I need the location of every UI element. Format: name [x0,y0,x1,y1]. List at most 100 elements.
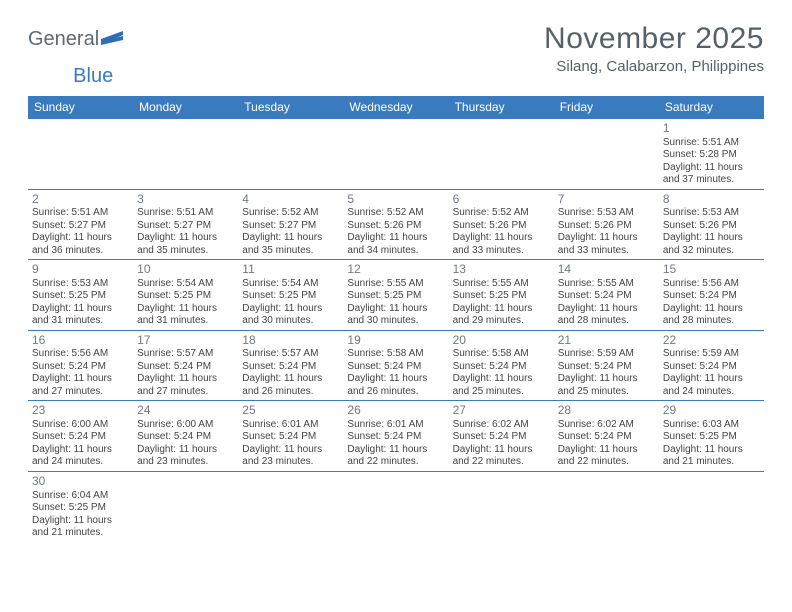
sunrise-text: Sunrise: 5:58 AM [453,348,550,361]
empty-cell [343,119,448,189]
month-title: November 2025 [544,22,764,56]
logo: General [28,22,123,51]
logo-word1: General [28,28,99,51]
week-row: 2Sunrise: 5:51 AMSunset: 5:27 PMDaylight… [28,190,764,261]
day-cell: 20Sunrise: 5:58 AMSunset: 5:24 PMDayligh… [449,331,554,401]
day-cell: 5Sunrise: 5:52 AMSunset: 5:26 PMDaylight… [343,190,448,260]
day-number: 25 [242,403,339,419]
day-header-tuesday: Tuesday [238,96,343,119]
sunrise-text: Sunrise: 5:54 AM [242,278,339,291]
day-number: 7 [558,192,655,208]
daylight-text: Daylight: 11 hours and 27 minutes. [137,373,234,398]
day-cell: 21Sunrise: 5:59 AMSunset: 5:24 PMDayligh… [554,331,659,401]
day-number: 19 [347,333,444,349]
daylight-text: Daylight: 11 hours and 36 minutes. [32,232,129,257]
day-cell: 24Sunrise: 6:00 AMSunset: 5:24 PMDayligh… [133,401,238,471]
day-number: 27 [453,403,550,419]
sunrise-text: Sunrise: 6:00 AM [137,419,234,432]
sunset-text: Sunset: 5:24 PM [137,361,234,374]
daylight-text: Daylight: 11 hours and 32 minutes. [663,232,760,257]
sunrise-text: Sunrise: 5:53 AM [32,278,129,291]
sunset-text: Sunset: 5:24 PM [347,431,444,444]
sunrise-text: Sunrise: 5:56 AM [663,278,760,291]
sunrise-text: Sunrise: 6:00 AM [32,419,129,432]
day-number: 24 [137,403,234,419]
day-cell: 4Sunrise: 5:52 AMSunset: 5:27 PMDaylight… [238,190,343,260]
empty-cell [28,119,133,189]
day-number: 6 [453,192,550,208]
day-cell: 19Sunrise: 5:58 AMSunset: 5:24 PMDayligh… [343,331,448,401]
daylight-text: Daylight: 11 hours and 22 minutes. [558,444,655,469]
sunrise-text: Sunrise: 5:59 AM [663,348,760,361]
day-cell: 25Sunrise: 6:01 AMSunset: 5:24 PMDayligh… [238,401,343,471]
daylight-text: Daylight: 11 hours and 29 minutes. [453,303,550,328]
sunrise-text: Sunrise: 5:57 AM [242,348,339,361]
sunrise-text: Sunrise: 5:55 AM [558,278,655,291]
day-number: 22 [663,333,760,349]
sunrise-text: Sunrise: 6:03 AM [663,419,760,432]
sunset-text: Sunset: 5:25 PM [32,290,129,303]
day-header-saturday: Saturday [659,96,764,119]
daylight-text: Daylight: 11 hours and 31 minutes. [32,303,129,328]
daylight-text: Daylight: 11 hours and 30 minutes. [242,303,339,328]
sunset-text: Sunset: 5:25 PM [137,290,234,303]
daylight-text: Daylight: 11 hours and 23 minutes. [137,444,234,469]
day-cell: 10Sunrise: 5:54 AMSunset: 5:25 PMDayligh… [133,260,238,330]
week-row: 1Sunrise: 5:51 AMSunset: 5:28 PMDaylight… [28,119,764,190]
daylight-text: Daylight: 11 hours and 25 minutes. [453,373,550,398]
daylight-text: Daylight: 11 hours and 21 minutes. [663,444,760,469]
sunset-text: Sunset: 5:24 PM [137,431,234,444]
sunrise-text: Sunrise: 5:57 AM [137,348,234,361]
day-cell: 1Sunrise: 5:51 AMSunset: 5:28 PMDaylight… [659,119,764,189]
daylight-text: Daylight: 11 hours and 22 minutes. [453,444,550,469]
daylight-text: Daylight: 11 hours and 26 minutes. [347,373,444,398]
daylight-text: Daylight: 11 hours and 23 minutes. [242,444,339,469]
sunrise-text: Sunrise: 5:52 AM [242,207,339,220]
sunrise-text: Sunrise: 5:51 AM [137,207,234,220]
day-cell: 8Sunrise: 5:53 AMSunset: 5:26 PMDaylight… [659,190,764,260]
sunset-text: Sunset: 5:25 PM [347,290,444,303]
calendar-page: General November 2025 Silang, Calabarzon… [0,0,792,550]
sunrise-text: Sunrise: 5:56 AM [32,348,129,361]
sunrise-text: Sunrise: 6:01 AM [242,419,339,432]
sunrise-text: Sunrise: 5:51 AM [32,207,129,220]
sunset-text: Sunset: 5:28 PM [663,149,760,162]
daylight-text: Daylight: 11 hours and 21 minutes. [32,515,129,540]
day-header-monday: Monday [133,96,238,119]
sunrise-text: Sunrise: 6:02 AM [558,419,655,432]
day-number: 14 [558,262,655,278]
daylight-text: Daylight: 11 hours and 26 minutes. [242,373,339,398]
sunset-text: Sunset: 5:24 PM [558,431,655,444]
day-cell: 27Sunrise: 6:02 AMSunset: 5:24 PMDayligh… [449,401,554,471]
sunrise-text: Sunrise: 5:52 AM [347,207,444,220]
day-number: 3 [137,192,234,208]
day-cell: 18Sunrise: 5:57 AMSunset: 5:24 PMDayligh… [238,331,343,401]
day-number: 10 [137,262,234,278]
day-number: 20 [453,333,550,349]
day-cell: 6Sunrise: 5:52 AMSunset: 5:26 PMDaylight… [449,190,554,260]
sunset-text: Sunset: 5:24 PM [663,290,760,303]
day-number: 29 [663,403,760,419]
day-number: 21 [558,333,655,349]
day-cell: 26Sunrise: 6:01 AMSunset: 5:24 PMDayligh… [343,401,448,471]
day-number: 12 [347,262,444,278]
sunset-text: Sunset: 5:24 PM [558,290,655,303]
sunset-text: Sunset: 5:26 PM [347,220,444,233]
day-cell: 2Sunrise: 5:51 AMSunset: 5:27 PMDaylight… [28,190,133,260]
day-cell: 13Sunrise: 5:55 AMSunset: 5:25 PMDayligh… [449,260,554,330]
day-cell: 9Sunrise: 5:53 AMSunset: 5:25 PMDaylight… [28,260,133,330]
daylight-text: Daylight: 11 hours and 37 minutes. [663,162,760,187]
calendar-grid: SundayMondayTuesdayWednesdayThursdayFrid… [28,96,764,542]
daylight-text: Daylight: 11 hours and 28 minutes. [558,303,655,328]
sunset-text: Sunset: 5:24 PM [663,361,760,374]
empty-cell [449,119,554,189]
day-cell: 28Sunrise: 6:02 AMSunset: 5:24 PMDayligh… [554,401,659,471]
location-text: Silang, Calabarzon, Philippines [544,58,764,75]
sunset-text: Sunset: 5:25 PM [663,431,760,444]
flag-icon [101,31,123,45]
day-cell: 3Sunrise: 5:51 AMSunset: 5:27 PMDaylight… [133,190,238,260]
sunset-text: Sunset: 5:27 PM [242,220,339,233]
day-cell: 12Sunrise: 5:55 AMSunset: 5:25 PMDayligh… [343,260,448,330]
day-number: 2 [32,192,129,208]
sunset-text: Sunset: 5:24 PM [32,361,129,374]
